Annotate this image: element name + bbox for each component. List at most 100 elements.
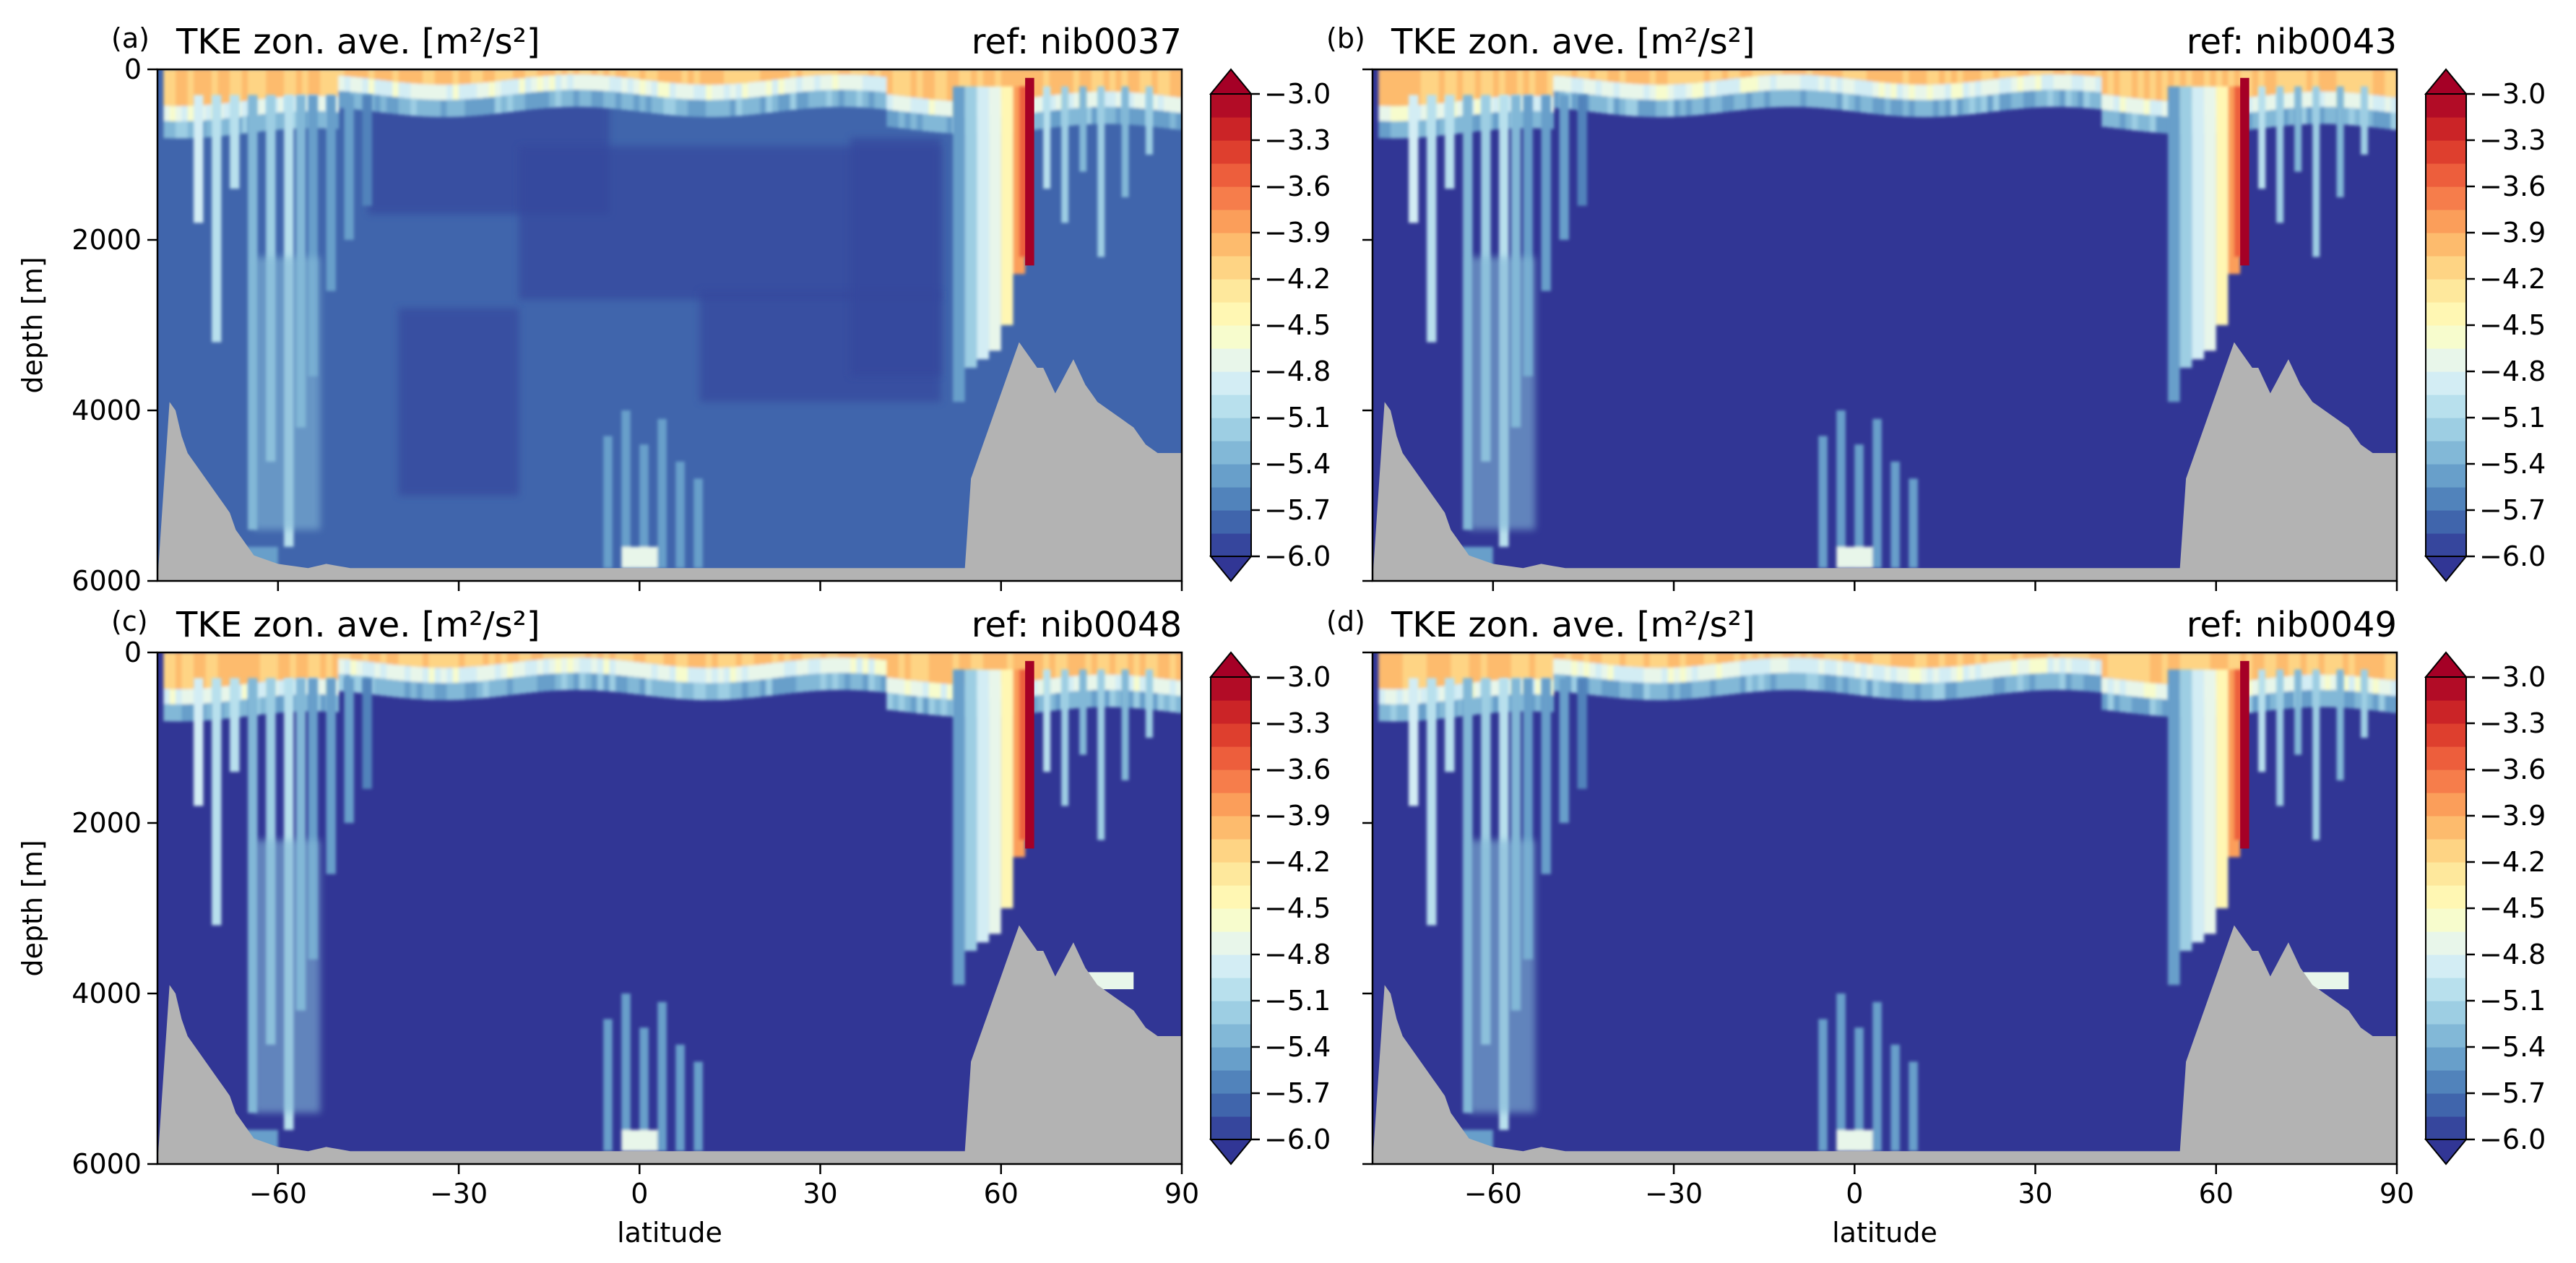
plot-area bbox=[1373, 652, 2398, 1164]
colorbar-over-arrow bbox=[1211, 69, 1251, 94]
colorbar-segment bbox=[2426, 418, 2466, 441]
colorbar-tick-label: −4.5 bbox=[2479, 892, 2546, 924]
colorbar-under-arrow bbox=[2426, 1139, 2466, 1164]
panel-b: (b) TKE zon. ave. [m²/s²] ref: nib0043 bbox=[1326, 22, 2398, 591]
colorbar-segment bbox=[1211, 117, 1251, 141]
colorbar-segment bbox=[2426, 395, 2466, 418]
colorbar-segment bbox=[2426, 793, 2466, 816]
colorbar-segment bbox=[2426, 510, 2466, 534]
colorbar-tick-label: −3.9 bbox=[2479, 800, 2546, 832]
colorbar-tick-label: −4.5 bbox=[1264, 892, 1331, 924]
high-tke-column bbox=[2240, 661, 2249, 849]
colorbar-under-arrow bbox=[2426, 556, 2466, 581]
panel-ref: ref: nib0043 bbox=[2187, 22, 2397, 62]
colorbar-segment bbox=[1211, 418, 1251, 441]
x-tick-label: 90 bbox=[1164, 1178, 1199, 1210]
colorbar-segment bbox=[1211, 302, 1251, 326]
colorbar-segment bbox=[2426, 302, 2466, 326]
colorbar-tick-label: −5.1 bbox=[2479, 402, 2546, 434]
colorbar-segment bbox=[1211, 723, 1251, 747]
colorbar-segment bbox=[1211, 487, 1251, 511]
colorbar-tick-label: −3.6 bbox=[2479, 754, 2546, 785]
colorbar-tick-label: −4.5 bbox=[1264, 309, 1331, 341]
colorbar-over-arrow bbox=[2426, 652, 2466, 677]
colorbar-segment bbox=[1211, 954, 1251, 978]
colorbar-segment bbox=[2426, 325, 2466, 349]
colorbar-under-arrow bbox=[1211, 556, 1251, 581]
colorbar-segment bbox=[2426, 94, 2466, 118]
colorbar-segment bbox=[2426, 1116, 2466, 1140]
colorbar-over-arrow bbox=[2426, 69, 2466, 94]
colorbar-segment bbox=[2426, 954, 2466, 978]
colorbar-tick-label: −6.0 bbox=[2479, 1124, 2546, 1155]
colorbar-tick-label: −5.7 bbox=[1264, 494, 1331, 526]
colorbar-segment bbox=[2426, 978, 2466, 1001]
plot-area bbox=[157, 69, 1183, 581]
colorbar-segment bbox=[1211, 1070, 1251, 1094]
colorbar-segment bbox=[1211, 1116, 1251, 1140]
colorbar-tick-label: −3.9 bbox=[2479, 217, 2546, 249]
colorbar-segment bbox=[1211, 1001, 1251, 1025]
colorbar-d: −3.0 −3.3 −3.6 −3.9 −4.2 −4.5 −4.8 −5.1 −5.4 −5.7… bbox=[2426, 652, 2546, 1164]
colorbar-segment bbox=[2426, 117, 2466, 141]
high-tke-column bbox=[2240, 78, 2249, 266]
colorbar-segment bbox=[2426, 746, 2466, 770]
colorbar-tick-label: −5.1 bbox=[2479, 985, 2546, 1017]
colorbar-segment bbox=[2426, 210, 2466, 233]
colorbar-tick-label: −5.7 bbox=[2479, 494, 2546, 526]
colorbar-tick-label: −4.2 bbox=[1264, 846, 1331, 878]
panel-ref: ref: nib0037 bbox=[972, 22, 1182, 62]
colorbar-segment bbox=[1211, 816, 1251, 840]
colorbar-c: −3.0 −3.3 −3.6 −3.9 −4.2 −4.5 −4.8 −5.1 −5.4 −5.7… bbox=[1211, 652, 1331, 1164]
colorbar-segment bbox=[2426, 233, 2466, 257]
colorbar-tick-label: −3.3 bbox=[2479, 707, 2546, 739]
y-tick-label: 4000 bbox=[72, 978, 142, 1009]
colorbar-tick-label: −5.4 bbox=[2479, 1031, 2546, 1063]
colorbar-tick-label: −4.8 bbox=[1264, 355, 1331, 387]
colorbar-segment bbox=[1211, 931, 1251, 955]
colorbar-segment bbox=[1211, 233, 1251, 257]
colorbar-tick-label: −3.6 bbox=[1264, 754, 1331, 785]
x-tick-label: 30 bbox=[803, 1178, 837, 1210]
colorbar-segment bbox=[1211, 885, 1251, 909]
colorbar-segment bbox=[2426, 1024, 2466, 1048]
colorbar-segment bbox=[1211, 94, 1251, 118]
colorbar-segment bbox=[2426, 1093, 2466, 1117]
colorbar-segment bbox=[2426, 140, 2466, 164]
colorbar-segment bbox=[2426, 533, 2466, 557]
colorbar-b: −3.0 −3.3 −3.6 −3.9 −4.2 −4.5 −4.8 −5.1 −5.4 −5.7… bbox=[2426, 69, 2546, 581]
colorbar-tick-label: −4.8 bbox=[2479, 355, 2546, 387]
high-tke-column bbox=[1025, 661, 1034, 849]
colorbar-segment bbox=[1211, 839, 1251, 863]
colorbar-segment bbox=[2426, 186, 2466, 210]
colorbar-segment bbox=[2426, 700, 2466, 724]
colorbar-segment bbox=[1211, 325, 1251, 349]
colorbar-tick-label: −5.7 bbox=[1264, 1077, 1331, 1109]
colorbar-tick-label: −5.4 bbox=[2479, 448, 2546, 480]
colorbar-segment bbox=[2426, 931, 2466, 955]
panel-title: TKE zon. ave. [m²/s²] bbox=[1391, 605, 1755, 645]
panel-title: TKE zon. ave. [m²/s²] bbox=[1391, 22, 1755, 62]
y-tick-label: 0 bbox=[124, 637, 142, 668]
colorbar-segment bbox=[2426, 487, 2466, 511]
colorbar-tick-label: −5.1 bbox=[1264, 402, 1331, 434]
colorbar-tick-label: −3.6 bbox=[1264, 171, 1331, 202]
colorbar-segment bbox=[2426, 1047, 2466, 1071]
colorbar-tick-label: −3.9 bbox=[1264, 217, 1331, 249]
colorbar-tick-label: −5.7 bbox=[2479, 1077, 2546, 1109]
colorbar-segment bbox=[2426, 441, 2466, 465]
colorbar-tick-label: −3.0 bbox=[2479, 661, 2546, 693]
x-axis-label: latitude bbox=[1832, 1217, 1937, 1249]
y-axis-label: depth [m] bbox=[17, 257, 48, 393]
colorbar-segment bbox=[2426, 677, 2466, 701]
panel-label: (c) bbox=[111, 605, 148, 637]
colorbar-under-arrow bbox=[1211, 1139, 1251, 1164]
colorbar-segment bbox=[2426, 908, 2466, 932]
colorbar-segment bbox=[2426, 279, 2466, 303]
colorbar-over-arrow bbox=[1211, 652, 1251, 677]
x-axis-label: latitude bbox=[617, 1217, 722, 1249]
plot-area bbox=[1373, 69, 2398, 581]
colorbar-segment bbox=[1211, 1093, 1251, 1117]
colorbar-segment bbox=[1211, 395, 1251, 418]
colorbar-segment bbox=[1211, 746, 1251, 770]
